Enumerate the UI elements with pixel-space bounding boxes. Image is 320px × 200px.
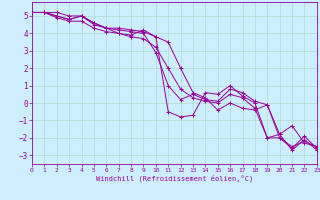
X-axis label: Windchill (Refroidissement éolien,°C): Windchill (Refroidissement éolien,°C) bbox=[96, 175, 253, 182]
